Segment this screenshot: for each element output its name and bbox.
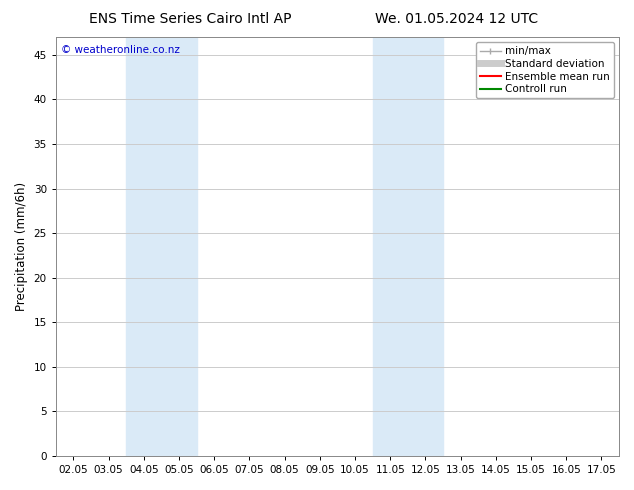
Legend: min/max, Standard deviation, Ensemble mean run, Controll run: min/max, Standard deviation, Ensemble me… (476, 42, 614, 98)
Bar (126, 37, 197, 456)
Y-axis label: Precipitation (mm/6h): Precipitation (mm/6h) (15, 182, 28, 311)
Text: © weatheronline.co.nz: © weatheronline.co.nz (61, 46, 180, 55)
Text: ENS Time Series Cairo Intl AP: ENS Time Series Cairo Intl AP (89, 12, 292, 26)
Text: We. 01.05.2024 12 UTC: We. 01.05.2024 12 UTC (375, 12, 538, 26)
Bar (373, 37, 443, 456)
